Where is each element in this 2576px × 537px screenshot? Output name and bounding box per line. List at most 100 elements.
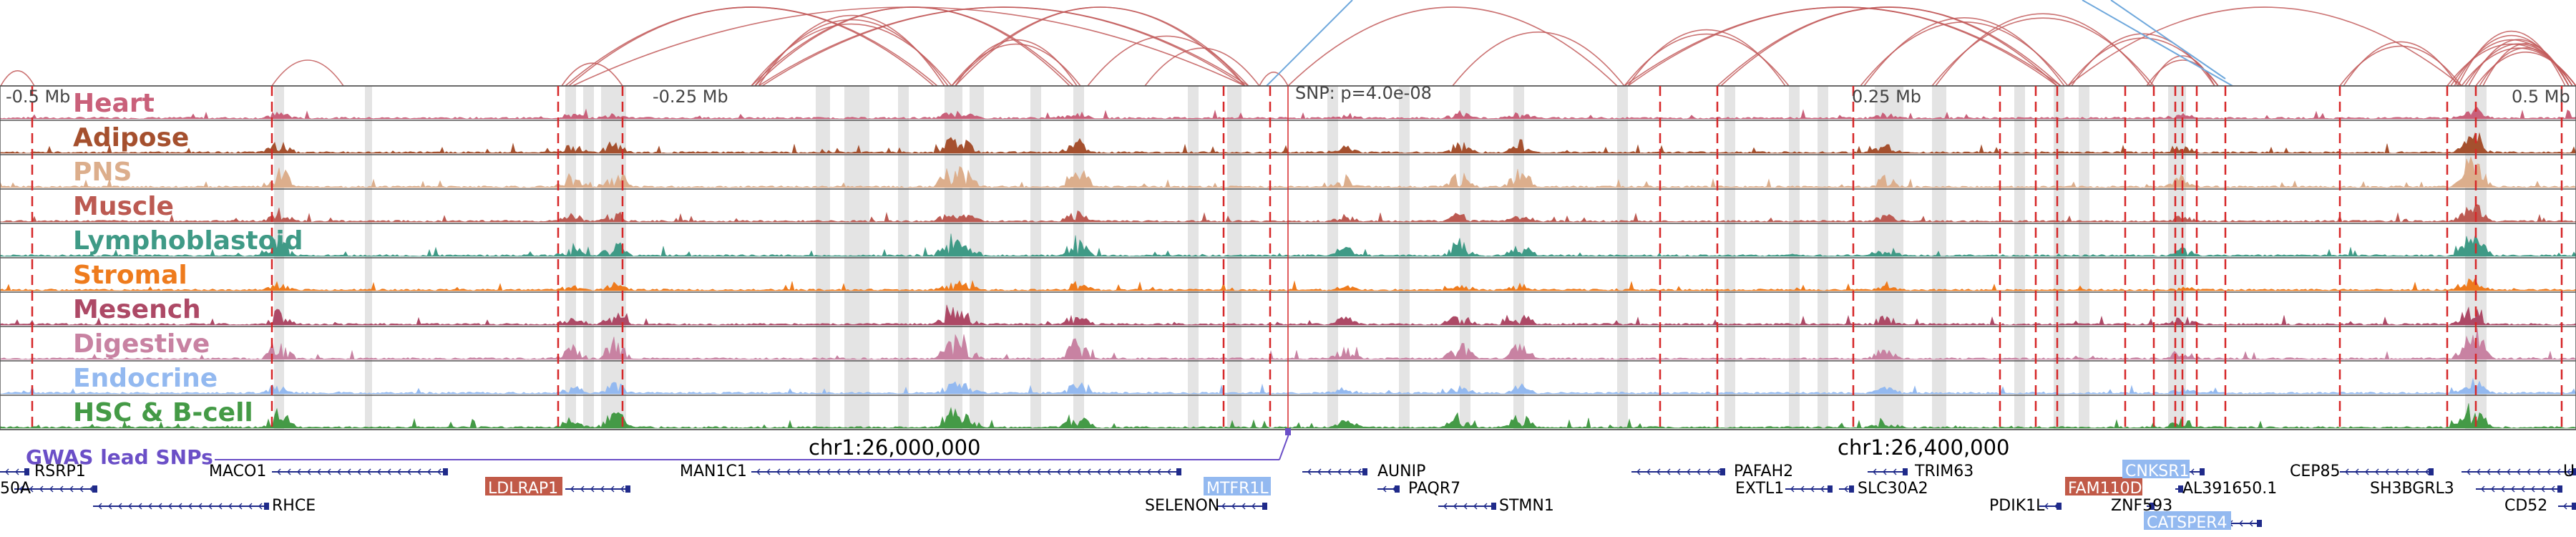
gene-label: MAN1C1 [680, 463, 747, 480]
gene-track: CD52 [2504, 497, 2576, 515]
gene-track: CNKSR1 [2122, 460, 2205, 480]
chromatin-arc [2146, 59, 2219, 87]
gene-track: SLC30A2 [1839, 480, 1928, 498]
gene-track: RSRP1 [0, 463, 86, 480]
chromatin-arc-blue [2110, 0, 2226, 79]
gene-label: AUNIP [1377, 463, 1425, 480]
chromatin-arc [1627, 6, 2058, 87]
chromatin-arc [761, 6, 1246, 87]
gene-label: PAQR7 [1408, 480, 1460, 498]
chromatin-arc [1863, 17, 2065, 87]
gene-track: CEP85 [2290, 463, 2434, 480]
track-label: Digestive [73, 329, 210, 359]
gwas-label: GWAS lead SNPs [26, 445, 213, 469]
gene-track: RHCE [93, 497, 316, 515]
distance-label-1: -0.5 Mb [6, 87, 70, 107]
gene-highlight [2144, 511, 2231, 530]
gene-label: AL391650.1 [2182, 480, 2277, 498]
track-label: Muscle [73, 192, 174, 221]
chromatin-arc [2150, 55, 2215, 87]
chromatin-arc [565, 6, 938, 87]
gene-label: STMN1 [1499, 497, 1554, 515]
chromatin-arc [951, 44, 1081, 87]
signal-area [0, 378, 2576, 395]
gene-track: 50A [0, 480, 97, 498]
gene-track: EXTL1 [1735, 480, 1833, 498]
signal-area [0, 277, 2576, 291]
signal-area [0, 204, 2576, 223]
signal-area [0, 107, 2576, 120]
chromatin-arc [1627, 29, 1786, 87]
gwas-snp-marker [1285, 428, 1291, 435]
gene-label: TRIM63 [1914, 463, 1974, 480]
gene-label: EXTL1 [1735, 480, 1784, 498]
chromatin-arc [955, 39, 1078, 87]
track-label: Adipose [73, 123, 189, 153]
gene-track: CATSPER4 [2144, 511, 2262, 532]
snp-pvalue-label: SNP: p=4.0e-08 [1295, 83, 1432, 103]
gene-track: AL391650.1 [2175, 480, 2277, 498]
gene-label: 50A [0, 480, 31, 498]
gene-label: RSRP1 [34, 463, 86, 480]
chromatin-arc [754, 6, 1070, 87]
gene-highlight [2065, 477, 2142, 495]
signal-area [0, 156, 2576, 188]
chromatin-arc [2339, 45, 2462, 87]
track-labels: Heart Adipose PNS Muscle Lymphoblastoid Strom… [73, 89, 303, 427]
gene-highlight [2122, 460, 2190, 478]
gene-label: PAFAH2 [1734, 463, 1793, 480]
chromatin-arc-blue [1266, 0, 1353, 87]
gene-label: SH3BGRL3 [2370, 480, 2454, 498]
gene-label: CATSPER4 [2147, 514, 2228, 532]
chromatin-arc [2482, 43, 2570, 87]
track-label: Heart [73, 89, 155, 118]
chromatin-arc [561, 62, 623, 87]
chromatin-arc [1717, 6, 2062, 87]
gene-track: TRIM63 [1868, 463, 1974, 480]
track-label: Stromal [73, 261, 187, 290]
gene-track: PAQR7 [1377, 480, 1460, 498]
gene-label: SLC30A2 [1858, 480, 1928, 498]
signal-area [0, 304, 2576, 326]
gene-label: MACO1 [209, 463, 266, 480]
chromatin-arc [758, 15, 945, 87]
gene-label: UB [2563, 463, 2576, 480]
gene-label: LDLRAP1 [488, 480, 558, 498]
gene-track: PAFAH2 [1631, 463, 1793, 480]
gene-label: PDIK1L [1989, 497, 2045, 515]
chromatin-arc [1935, 13, 2151, 87]
gene-track: MAN1C1 [680, 463, 1181, 480]
gene-highlight [1204, 477, 1271, 495]
track-label: PNS [73, 158, 132, 187]
signal-area [0, 403, 2576, 429]
chromatin-arc [2343, 41, 2459, 87]
gene-track: MACO1 [209, 463, 448, 480]
snp-marker-lines [31, 86, 2563, 430]
chromatin-arc [1259, 72, 1289, 87]
distance-label-3: 0.25 Mb [1852, 87, 1921, 107]
gene-track: UB [2462, 463, 2576, 480]
chromatin-arc [568, 6, 935, 87]
distance-label-4: 0.5 Mb [2512, 87, 2570, 107]
chromatin-arc [2479, 47, 2573, 87]
gene-track: STMN1 [1438, 497, 1554, 515]
gene-track: MTFR1L [1204, 477, 1271, 498]
coordinate-label-1: chr1:26,000,000 [809, 435, 981, 460]
track-label: Lymphoblastoid [73, 226, 303, 256]
gene-track: FAM110D [2065, 477, 2142, 498]
chromatin-arc [2067, 6, 2462, 87]
chromatin-loop-arcs [0, 0, 2576, 87]
chromatin-arc [1144, 47, 1260, 87]
gene-track: AUNIP [1302, 463, 1425, 480]
chromatin-arc [2071, 33, 2215, 87]
chromatin-arc [271, 59, 344, 87]
gene-track: LDLRAP1 [485, 477, 630, 498]
gwas-line-up [1279, 432, 1290, 460]
gene-label: SELENON [1145, 497, 1219, 515]
gene-label: MTFR1L [1206, 480, 1269, 498]
chromatin-arc [1287, 6, 1618, 87]
signal-area [0, 132, 2576, 154]
chromatin-arc [0, 70, 35, 87]
